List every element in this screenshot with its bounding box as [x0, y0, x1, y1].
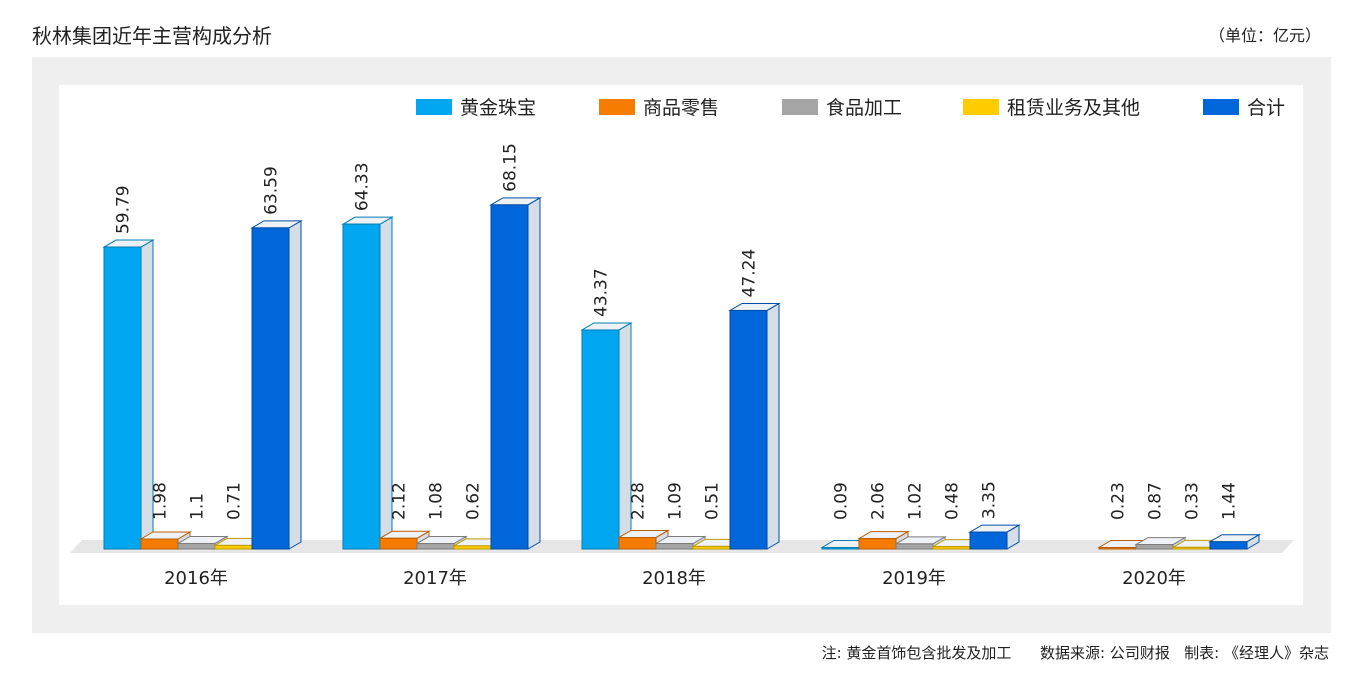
bar-front	[729, 309, 768, 550]
data-label: 47.24	[740, 249, 760, 298]
data-label: 2.12	[390, 482, 410, 520]
bar-front	[821, 547, 860, 550]
bar-黄金珠宝-2018年	[580, 322, 633, 550]
bar-side	[288, 219, 302, 550]
bar-front	[932, 546, 971, 550]
bar-front	[618, 536, 657, 550]
x-tick-label: 2019年	[882, 568, 946, 589]
bar-front	[490, 204, 529, 550]
bar-黄金珠宝-2016年	[102, 239, 155, 550]
bar-front	[177, 542, 216, 550]
bar-front	[692, 545, 731, 550]
data-label: 1.98	[151, 482, 171, 520]
x-tick-label: 2020年	[1122, 568, 1186, 589]
bar-front	[895, 543, 934, 550]
legend-label: 租赁业务及其他	[1007, 97, 1140, 119]
data-label: 0.33	[1183, 482, 1203, 520]
bar-front	[1172, 546, 1211, 550]
data-label: 63.59	[262, 166, 282, 215]
data-label: 43.37	[592, 268, 612, 317]
data-label: 1.1	[188, 493, 208, 520]
bar-front	[214, 544, 253, 550]
data-label: 68.15	[501, 143, 521, 192]
legend-swatch	[1203, 99, 1239, 115]
x-tick-label: 2018年	[642, 568, 706, 589]
bar-食品加工-2018年	[654, 535, 707, 550]
bar-front	[251, 227, 290, 550]
x-tick-label: 2017年	[403, 568, 467, 589]
bar-合计-2018年	[728, 302, 781, 550]
bar-front	[342, 223, 381, 550]
data-label: 0.09	[832, 482, 852, 520]
data-label: 0.48	[943, 482, 963, 520]
legend-label: 商品零售	[643, 97, 719, 119]
legend-swatch	[416, 99, 452, 115]
legend-label: 合计	[1247, 97, 1285, 119]
bar-side	[766, 302, 780, 550]
legend-swatch	[599, 99, 635, 115]
bar-front	[969, 531, 1008, 550]
bar-黄金珠宝-2017年	[341, 216, 394, 550]
legend-swatch	[963, 99, 999, 115]
data-label: 1.02	[906, 482, 926, 520]
bar-front	[581, 329, 620, 550]
x-tick-label: 2016年	[164, 568, 228, 589]
bar-front	[103, 246, 142, 550]
bar-front	[140, 538, 179, 550]
data-label: 0.23	[1109, 482, 1129, 520]
bar-front	[858, 538, 897, 550]
bar-front	[1209, 541, 1248, 550]
chart-title: 秋林集团近年主营构成分析	[32, 24, 272, 48]
legend-swatch	[782, 99, 818, 115]
bar-合计-2016年	[250, 219, 303, 550]
footnote: 注: 黄金首饰包含批发及加工 数据来源: 公司财报 制表: 《经理人》杂志	[821, 644, 1329, 662]
bar-合计-2017年	[489, 196, 542, 550]
data-label: 64.33	[353, 162, 373, 211]
unit-label: （单位：亿元）	[1208, 26, 1321, 45]
data-label: 2.06	[869, 482, 889, 520]
bar-front	[655, 542, 694, 550]
bar-合计-2019年	[968, 524, 1021, 550]
bar-商品零售-2017年	[378, 530, 431, 550]
bar-front	[379, 537, 418, 550]
legend-label: 黄金珠宝	[460, 97, 536, 119]
data-label: 3.35	[980, 481, 1000, 519]
data-label: 0.51	[703, 482, 723, 520]
data-label: 1.09	[666, 482, 686, 520]
data-label: 1.08	[427, 482, 447, 520]
bar-front	[416, 543, 455, 550]
data-label: 59.79	[114, 185, 134, 234]
data-label: 0.71	[225, 482, 245, 520]
bar-front	[1135, 544, 1174, 550]
bar-食品加工-2020年	[1134, 536, 1187, 550]
bar-side	[527, 196, 541, 550]
legend-label: 食品加工	[826, 97, 902, 119]
data-label: 0.62	[464, 482, 484, 520]
bar-合计-2020年	[1208, 533, 1261, 550]
bar-front	[1098, 547, 1137, 550]
data-label: 2.28	[629, 482, 649, 520]
bar-front	[453, 545, 492, 550]
data-label: 0.87	[1146, 482, 1166, 520]
plot-area	[59, 85, 1303, 605]
data-label: 1.44	[1220, 482, 1240, 520]
